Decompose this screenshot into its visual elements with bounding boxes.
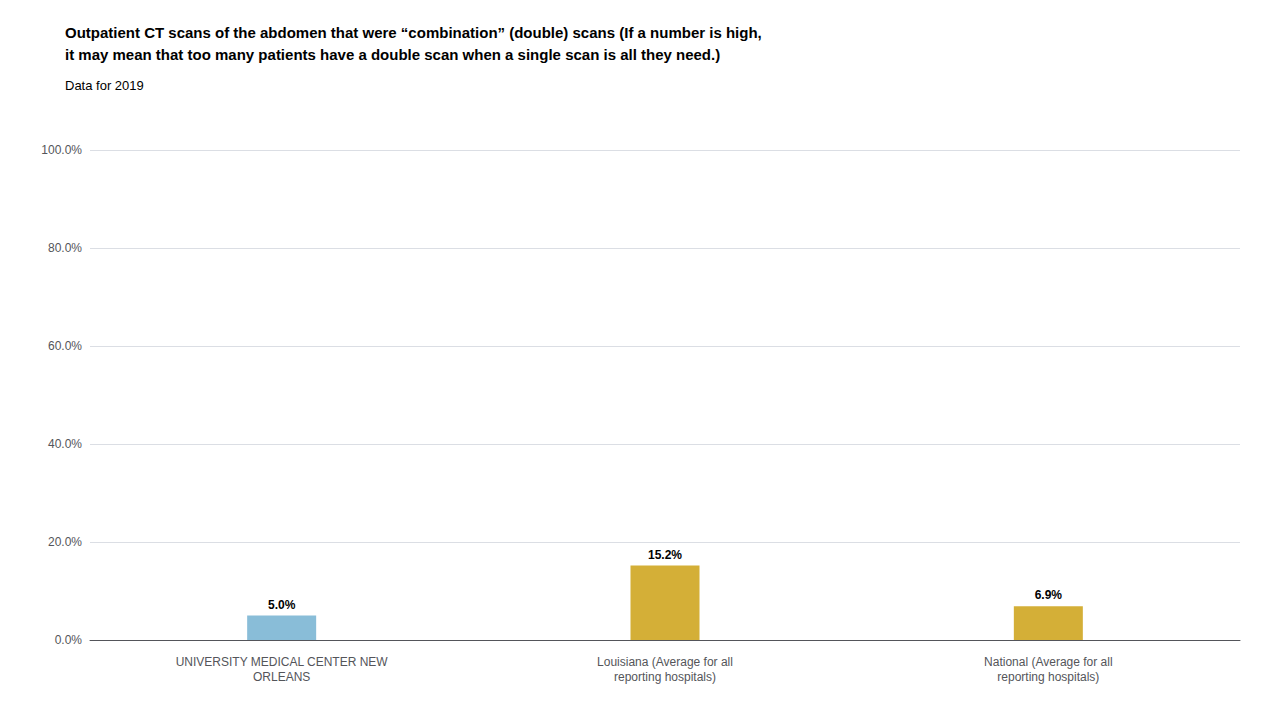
svg-text:ORLEANS: ORLEANS — [253, 670, 310, 684]
svg-text:40.0%: 40.0% — [48, 437, 82, 451]
svg-text:100.0%: 100.0% — [41, 143, 82, 157]
svg-text:UNIVERSITY MEDICAL CENTER NEW: UNIVERSITY MEDICAL CENTER NEW — [176, 655, 389, 669]
svg-text:80.0%: 80.0% — [48, 241, 82, 255]
svg-text:Data for 2019: Data for 2019 — [65, 78, 144, 93]
svg-text:60.0%: 60.0% — [48, 339, 82, 353]
svg-text:it may mean that too many pati: it may mean that too many patients have … — [65, 46, 720, 63]
svg-text:reporting hospitals): reporting hospitals) — [997, 670, 1099, 684]
svg-text:15.2%: 15.2% — [648, 548, 682, 562]
svg-text:6.9%: 6.9% — [1035, 588, 1063, 602]
svg-text:20.0%: 20.0% — [48, 535, 82, 549]
svg-text:0.0%: 0.0% — [55, 633, 83, 647]
svg-text:5.0%: 5.0% — [268, 598, 296, 612]
svg-text:Louisiana (Average for all: Louisiana (Average for all — [597, 655, 733, 669]
svg-text:Outpatient CT scans of the abd: Outpatient CT scans of the abdomen that … — [65, 24, 762, 41]
svg-text:National (Average for all: National (Average for all — [984, 655, 1113, 669]
svg-text:reporting hospitals): reporting hospitals) — [614, 670, 716, 684]
